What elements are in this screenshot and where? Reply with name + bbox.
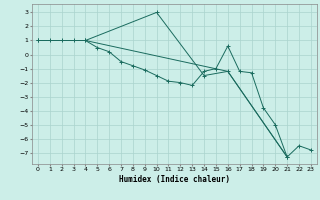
X-axis label: Humidex (Indice chaleur): Humidex (Indice chaleur) <box>119 175 230 184</box>
